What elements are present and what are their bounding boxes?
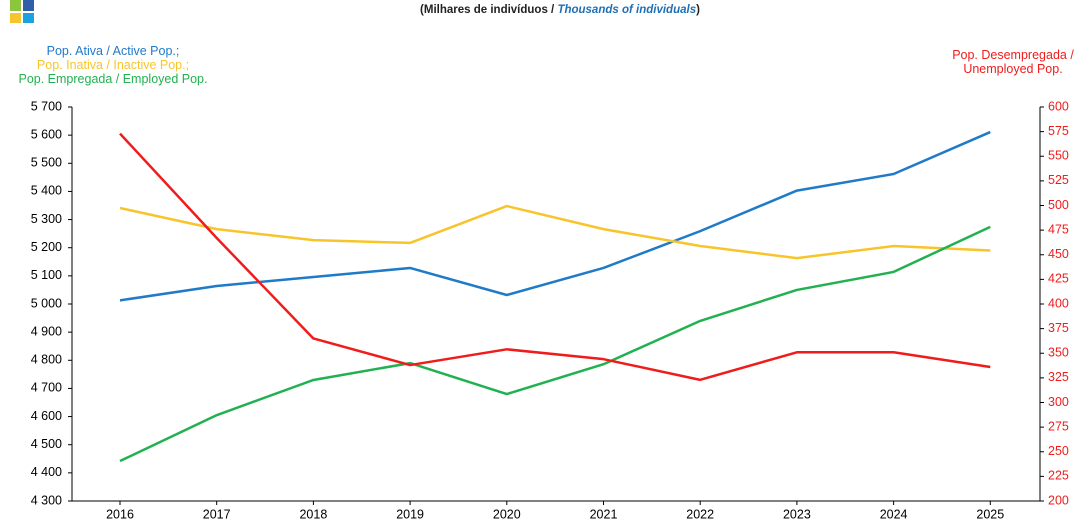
y-tick-label: 4 700 [31, 381, 62, 395]
y-tick-label: 5 400 [31, 184, 62, 198]
x-tick-label: 2025 [976, 507, 1004, 521]
legend-entry: Pop. Inativa / Inactive Pop.; [36, 58, 190, 72]
y2-tick-label: 525 [1048, 173, 1069, 187]
y-tick-label: 5 500 [31, 156, 62, 170]
series-line [119, 204, 991, 260]
y2-tick-label: 575 [1048, 124, 1069, 138]
series-line [119, 130, 991, 302]
x-tick-label: 2020 [493, 507, 521, 521]
series-line [119, 132, 991, 382]
y-tick-label: 5 200 [31, 240, 62, 254]
x-tick-label: 2018 [299, 507, 327, 521]
y2-tick-label: 550 [1048, 149, 1069, 163]
y2-tick-label: 325 [1048, 370, 1069, 384]
y2-tick-label: 475 [1048, 222, 1069, 236]
logo [23, 0, 34, 11]
y2-tick-label: 450 [1048, 247, 1069, 261]
y-tick-label: 5 000 [31, 296, 62, 310]
y2-tick-label: 500 [1048, 198, 1069, 212]
x-tick-label: 2024 [880, 507, 908, 521]
series-line [119, 225, 991, 463]
y2-tick-label: 300 [1048, 395, 1069, 409]
y2-tick-label: 275 [1048, 419, 1069, 433]
logo [23, 13, 34, 23]
y-tick-label: 4 800 [31, 353, 62, 367]
x-tick-label: 2016 [106, 507, 134, 521]
legend: Pop. Ativa / Active Pop.; Pop. Inativa /… [18, 44, 208, 86]
y2-tick-label: 200 [1048, 493, 1069, 507]
logo [10, 13, 21, 23]
y2-tick-label: 600 [1048, 99, 1069, 113]
y-tick-label: 5 600 [31, 127, 62, 141]
chart-title: (Milhares de indivíduos / Thousands of i… [0, 4, 1078, 16]
y2-tick-label: 425 [1048, 272, 1069, 286]
x-tick-label: 2019 [396, 507, 424, 521]
x-tick-label: 2022 [686, 507, 714, 521]
y2-tick-label: 400 [1048, 296, 1069, 310]
legend-entry: Pop. Desempregada / Unemployed Pop. [952, 48, 1074, 76]
y-tick-label: 4 900 [31, 324, 62, 338]
y-tick-label: 5 700 [31, 99, 62, 113]
y-tick-label: 5 100 [31, 268, 62, 282]
y2-tick-label: 375 [1048, 321, 1069, 335]
title-pt: (Milhares de indivíduos / [420, 4, 555, 16]
y2-tick-label: 225 [1048, 469, 1069, 483]
y-tick-label: 5 300 [31, 212, 62, 226]
x-tick-label: 2021 [590, 507, 618, 521]
y2-tick-label: 350 [1048, 346, 1069, 360]
x-tick-label: 2017 [203, 507, 231, 521]
title-en: Thousands of individuals [557, 4, 697, 16]
title-close: ) [696, 4, 700, 16]
legend-entry: Pop. Ativa / Active Pop.; [46, 44, 180, 58]
y-tick-label: 4 400 [31, 465, 62, 479]
y2-tick-label: 250 [1048, 444, 1069, 458]
y-tick-label: 4 500 [31, 437, 62, 451]
y-tick-label: 4 300 [31, 493, 62, 507]
x-tick-label: 2023 [783, 507, 811, 521]
legend-entry: Pop. Empregada / Employed Pop. [18, 72, 208, 86]
y-tick-label: 4 600 [31, 409, 62, 423]
logo [10, 0, 21, 11]
